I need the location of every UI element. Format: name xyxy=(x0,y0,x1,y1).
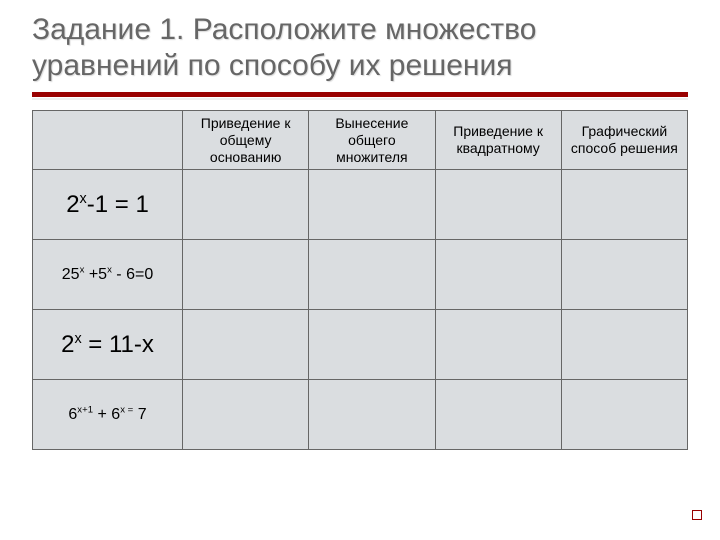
col-header-blank xyxy=(33,111,183,170)
empty-cell xyxy=(561,310,687,380)
slide: Задание 1. Расположите множество уравнен… xyxy=(0,0,720,540)
empty-cell xyxy=(183,380,309,450)
col-header-4: Графический способ решения xyxy=(561,111,687,170)
equation-text: 25x +5x - 6=0 xyxy=(62,266,153,283)
divider-light xyxy=(32,98,688,100)
equation-text: 6x+1 + 6x = 7 xyxy=(68,406,146,423)
empty-cell xyxy=(309,170,435,240)
empty-cell xyxy=(309,310,435,380)
page-title: Задание 1. Расположите множество уравнен… xyxy=(32,12,688,84)
col-header-1: Приведение к общему основанию xyxy=(183,111,309,170)
empty-cell xyxy=(435,380,561,450)
col-header-2: Вынесение общего множителя xyxy=(309,111,435,170)
equations-table: Приведение к общему основанию Вынесение … xyxy=(32,110,688,450)
equation-cell: 6x+1 + 6x = 7 xyxy=(33,380,183,450)
table-row: 2x-1 = 1 xyxy=(33,170,688,240)
equation-text: 2x-1 = 1 xyxy=(66,191,149,218)
empty-cell xyxy=(183,240,309,310)
empty-cell xyxy=(561,240,687,310)
equation-cell: 2x-1 = 1 xyxy=(33,170,183,240)
col-header-3: Приведение к квадратному xyxy=(435,111,561,170)
empty-cell xyxy=(435,240,561,310)
table-row: 25x +5x - 6=0 xyxy=(33,240,688,310)
empty-cell xyxy=(435,170,561,240)
empty-cell xyxy=(309,240,435,310)
divider-dark xyxy=(32,92,688,97)
empty-cell xyxy=(183,310,309,380)
empty-cell xyxy=(435,310,561,380)
table-row: 2x = 11-x xyxy=(33,310,688,380)
empty-cell xyxy=(561,170,687,240)
equation-text: 2x = 11-x xyxy=(61,331,154,358)
slide-decoration-square-icon xyxy=(692,510,702,520)
empty-cell xyxy=(561,380,687,450)
empty-cell xyxy=(309,380,435,450)
empty-cell xyxy=(183,170,309,240)
equation-cell: 2x = 11-x xyxy=(33,310,183,380)
table-row: 6x+1 + 6x = 7 xyxy=(33,380,688,450)
table-header-row: Приведение к общему основанию Вынесение … xyxy=(33,111,688,170)
equation-cell: 25x +5x - 6=0 xyxy=(33,240,183,310)
